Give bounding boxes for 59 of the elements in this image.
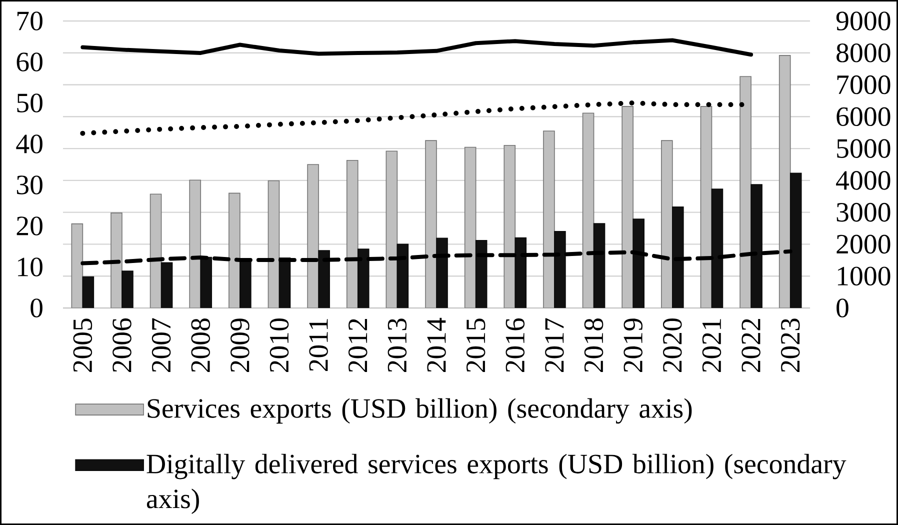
y2-tick-label: 1000 xyxy=(838,266,890,286)
bar xyxy=(71,223,84,308)
x-tick-label: 2012 xyxy=(348,319,368,372)
y-tick-label: 40 xyxy=(16,134,42,154)
x-tick-label: 2019 xyxy=(624,318,642,372)
bar xyxy=(189,180,202,308)
x-tick-label: 2007 xyxy=(152,318,171,372)
x-tick-label: 2023 xyxy=(780,318,800,372)
y2-tick-label: 6000 xyxy=(836,107,890,126)
bar xyxy=(504,144,516,308)
y-tick-label: 30 xyxy=(16,176,42,194)
x-tick-label: 2013 xyxy=(388,318,407,372)
y2-tick-label: 2000 xyxy=(836,234,890,254)
x-tick-label: 2022 xyxy=(742,319,760,372)
y-tick-label: 0 xyxy=(30,298,42,318)
bar xyxy=(622,106,634,308)
y2-tick-label: 4000 xyxy=(836,171,890,190)
bar xyxy=(268,180,280,308)
y-tick-label: 20 xyxy=(16,216,42,236)
x-tick-label: 2006 xyxy=(112,318,132,372)
y-tick-label: 10 xyxy=(18,258,42,276)
x-tick-label: 2015 xyxy=(466,318,486,372)
y2-tick-label: 7000 xyxy=(837,75,890,94)
bar xyxy=(386,150,398,308)
y2-tick-label: 9000 xyxy=(836,12,890,30)
bar xyxy=(582,112,594,308)
x-tick-label: 2005 xyxy=(73,318,92,372)
bar xyxy=(543,130,555,308)
bar xyxy=(425,140,437,308)
bar xyxy=(661,140,673,308)
y2-tick-label: 5000 xyxy=(837,139,890,158)
line-series xyxy=(80,38,754,57)
x-tick-label: 2020 xyxy=(663,318,682,372)
x-tick-label: 2009 xyxy=(230,318,250,372)
bar xyxy=(110,212,122,308)
bar xyxy=(150,194,162,308)
y2-tick-label: 3000 xyxy=(836,202,890,222)
x-tick-label: 2010 xyxy=(270,318,289,372)
y2-tick-label: 0 xyxy=(836,298,848,318)
x-tick-label: 2011 xyxy=(309,319,328,372)
y2-tick-label: 8000 xyxy=(836,43,890,62)
x-tick-label: 2017 xyxy=(545,318,564,372)
y-tick-label: 70 xyxy=(17,12,42,30)
bar xyxy=(228,192,240,308)
bar xyxy=(307,164,319,308)
legend-label: Digitally delivered services exports (USD billion) (secondary axis) xyxy=(146,454,846,514)
y-tick-label: 60 xyxy=(16,52,42,72)
x-tick-label: 2016 xyxy=(506,318,525,372)
x-tick-label: 2018 xyxy=(584,318,604,372)
x-tick-label: 2021 xyxy=(702,319,722,372)
bar xyxy=(700,106,712,308)
x-tick-label: 2008 xyxy=(191,318,210,372)
bar xyxy=(346,160,358,308)
bar xyxy=(778,55,791,308)
bar xyxy=(740,76,752,308)
x-tick-label: 2014 xyxy=(427,318,446,372)
y-tick-label: 50 xyxy=(17,94,42,112)
bar xyxy=(464,146,476,308)
legend-label: Services exports (USD billion) (secondary axis) xyxy=(148,398,692,424)
